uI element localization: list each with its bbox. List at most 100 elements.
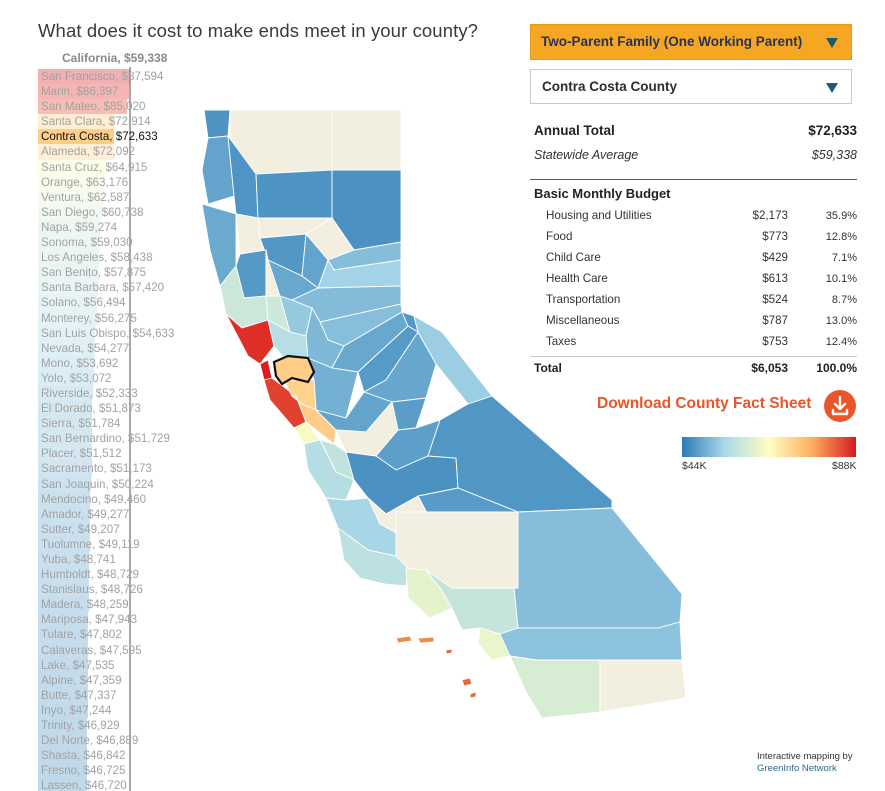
county-rank-row[interactable]: Orange, $63,176 [38,174,208,190]
county-santa-clara[interactable] [290,395,337,445]
county-shasta[interactable] [255,169,333,219]
county-rank-bar [38,521,90,537]
download-fact-sheet-link[interactable]: Download County Fact Sheet [597,395,812,412]
county-rank-row[interactable]: Butte, $47,337 [38,687,208,703]
county-rank-row[interactable]: Riverside, $52,333 [38,385,208,402]
county-rank-row[interactable]: Santa Clara, $72,914 [38,114,208,130]
annual-total-label: Annual Total [534,123,615,138]
county-humboldt[interactable] [201,135,235,205]
county-contra-costa[interactable] [272,354,316,386]
county-rank-bar [38,612,89,628]
county-rank-bar [38,718,88,734]
county-san-francisco[interactable] [259,359,273,381]
county-rank-row[interactable]: Sierra, $51,784 [38,416,208,432]
county-rank-row[interactable]: San Francisco, $87,594 [38,69,208,85]
page-title: What does it cost to make ends meet in y… [38,20,479,41]
county-rank-bar [38,325,96,341]
county-san-bernardino[interactable] [513,507,683,629]
county-rank-label: Marin, $86,397 [41,85,119,99]
county-rank-label: Santa Cruz, $64,915 [41,160,148,174]
county-rank-label: Napa, $59,274 [41,220,118,234]
county-rank-row[interactable]: Stanislaus, $48,726 [38,582,208,598]
county-rank-row[interactable]: Nevada, $54,277 [38,340,208,356]
county-rank-row[interactable]: Trinity, $46,929 [38,718,208,734]
county-rank-row[interactable]: Mendocino, $49,460 [38,491,208,507]
county-rank-label: Shasta, $46,842 [41,749,126,763]
county-santa-barbara[interactable] [337,526,409,587]
county-dropdown[interactable]: Contra Costa County [530,69,852,104]
budget-total-label: Total [534,361,562,375]
county-rank-label: Trinity, $46,929 [41,719,120,733]
county-rank-row[interactable]: Mono, $53,692 [38,355,208,371]
county-rank-row[interactable]: Sacramento, $51,173 [38,461,208,477]
county-rank-row[interactable]: Yuba, $48,741 [38,552,208,568]
county-rank-row[interactable]: Alameda, $72,092 [38,144,208,160]
county-rank-bar [38,370,94,386]
county-del-norte[interactable] [203,109,231,139]
budget-item-amount: $753 [762,335,788,348]
county-rank-row[interactable]: Shasta, $46,842 [38,748,208,764]
county-rank-row[interactable]: Monterey, $56,275 [38,310,208,326]
county-rank-label: San Joaquin, $50,224 [41,477,154,491]
county-rank-label: Contra Costa, $72,633 [41,130,158,144]
county-rank-bar [38,552,90,568]
county-rank-label: Del Norte, $46,889 [41,734,139,748]
county-rank-row[interactable]: Ventura, $62,587 [38,189,208,205]
county-rank-row[interactable]: San Mateo, $85,020 [38,99,208,115]
county-rank-bar [38,280,99,296]
county-rank-row[interactable]: Lake, $47,535 [38,657,208,673]
county-rank-row[interactable]: San Joaquin, $50,224 [38,476,208,492]
county-rank-row[interactable]: San Diego, $60,738 [38,204,208,220]
county-rank-label: Tuolumne, $49,119 [41,537,140,551]
county-san-diego[interactable] [509,655,601,719]
california-county-map[interactable] [196,100,690,720]
county-rank-row[interactable]: Los Angeles, $58,438 [38,250,208,266]
statewide-average-label: California, $59,338 [62,51,168,65]
county-rank-row[interactable]: Sonoma, $59,030 [38,235,208,251]
county-rank-row[interactable]: Marin, $86,397 [38,84,208,100]
county-rank-row[interactable]: San Benito, $57,875 [38,265,208,281]
county-rank-row[interactable]: Humboldt, $48,729 [38,567,208,583]
county-rank-row[interactable]: Napa, $59,274 [38,219,208,236]
county-rank-row[interactable]: Del Norte, $46,889 [38,733,208,749]
county-rank-row[interactable]: Solano, $56,494 [38,295,208,311]
county-rank-bar [38,235,100,251]
county-rank-row[interactable]: Mariposa, $47,943 [38,612,208,628]
county-orange[interactable] [477,627,511,661]
county-rank-row[interactable]: Inyo, $47,244 [38,702,208,719]
county-rank-label: San Francisco, $87,594 [41,70,164,83]
county-modoc[interactable] [331,109,402,171]
county-rank-row[interactable]: Yolo, $53,072 [38,370,208,386]
county-rank-row[interactable]: Sutter, $49,207 [38,521,208,537]
county-riverside[interactable] [499,621,683,661]
county-rank-row[interactable]: Alpine, $47,359 [38,672,208,688]
county-rank-bar [38,310,98,326]
county-rank-row[interactable]: Fresno, $46,725 [38,763,208,779]
county-rank-row[interactable]: Tulare, $47,802 [38,627,208,643]
county-rank-row[interactable]: Placer, $51,512 [38,446,208,462]
download-icon[interactable] [824,390,856,422]
county-monterey[interactable] [303,439,355,501]
county-rank-row[interactable]: San Luis Obispo, $54,633 [38,325,208,341]
family-type-dropdown[interactable]: Two-Parent Family (One Working Parent) [530,24,852,60]
county-rank-row[interactable]: Contra Costa, $72,633 [38,129,208,145]
budget-item-label: Health Care [546,272,608,285]
county-rank-row[interactable]: Amador, $49,277 [38,506,208,522]
county-rank-row[interactable]: Santa Barbara, $57,420 [38,280,208,296]
credit-link[interactable]: GreenInfo Network [757,763,837,774]
county-rank-row[interactable]: San Bernardino, $51,729 [38,431,208,447]
budget-total-row: Total $6,053 100.0% [530,359,857,379]
island [417,636,435,644]
county-rank-row[interactable]: Lassen, $46,720 [38,778,208,791]
county-rank-bar [38,129,115,145]
channel-islands [395,635,477,699]
county-shapes[interactable] [201,109,687,719]
county-rank-row[interactable]: Tuolumne, $49,119 [38,536,208,552]
county-rank-row[interactable]: El Dorado, $51,873 [38,401,208,417]
county-rank-row[interactable]: Madera, $48,259 [38,597,208,613]
county-rank-row[interactable]: Santa Cruz, $64,915 [38,159,208,175]
county-rank-label: Lassen, $46,720 [41,779,127,791]
county-rank-row[interactable]: Calaveras, $47,595 [38,642,208,658]
county-imperial[interactable] [599,659,687,713]
budget-item-percent: 12.4% [825,336,857,348]
